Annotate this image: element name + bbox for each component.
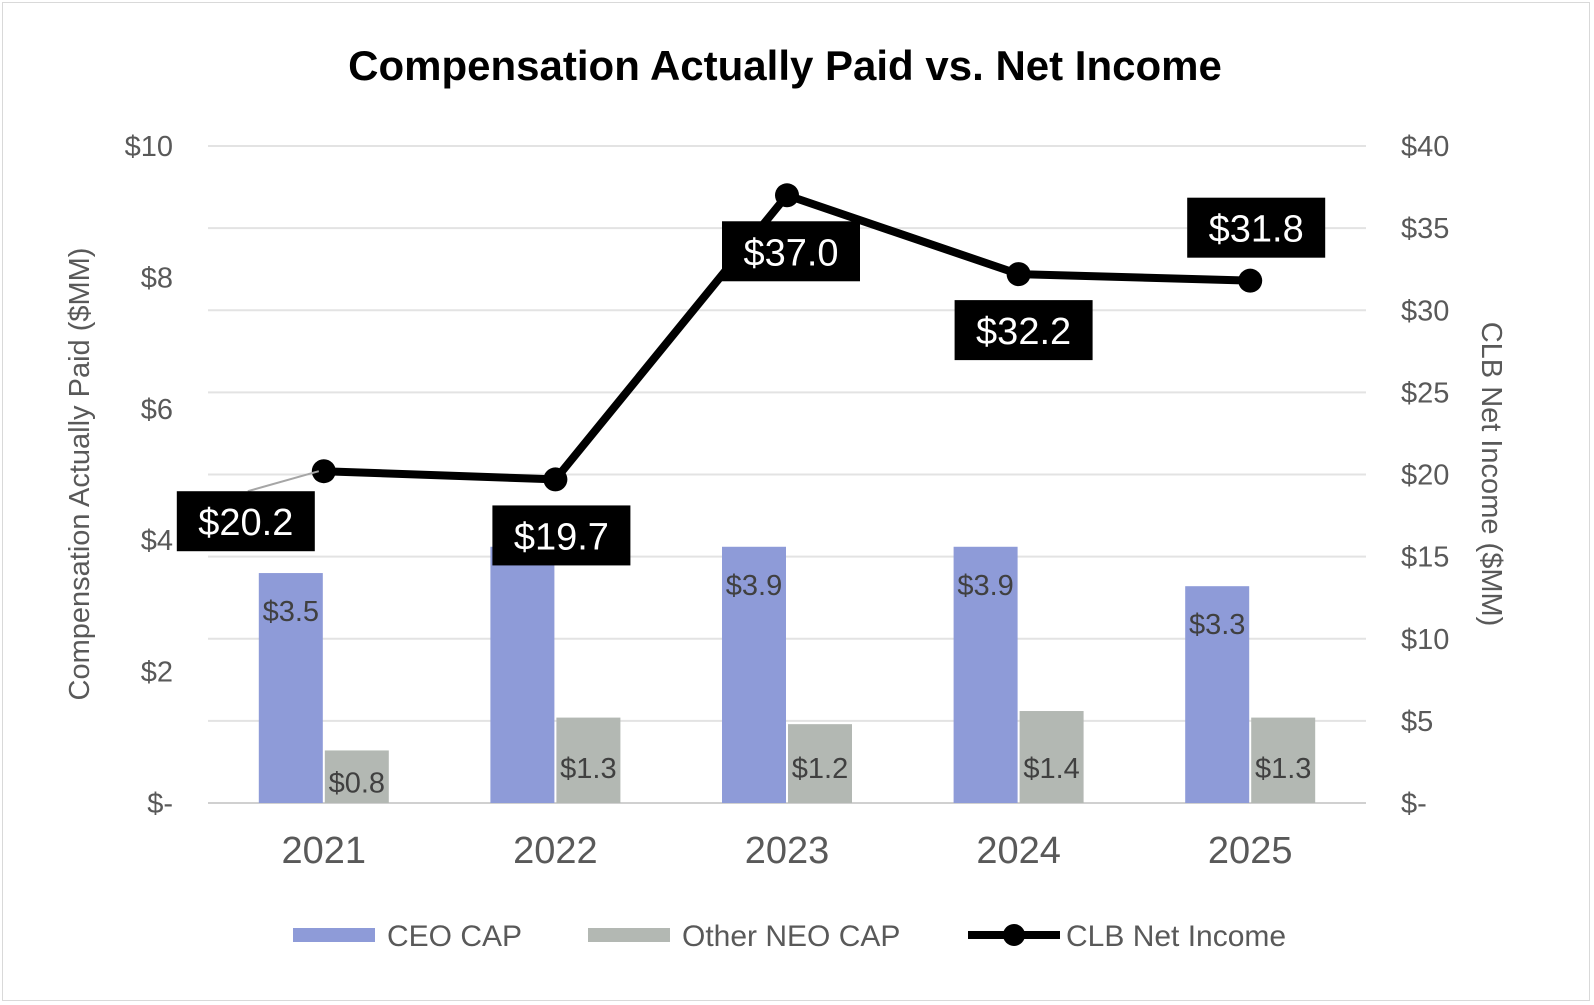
bar-data-label: $3.3 — [1189, 609, 1245, 641]
bar — [324, 750, 389, 803]
left-tick-label: $2 — [141, 657, 173, 689]
right-tick-label: $10 — [1401, 624, 1449, 656]
bar-data-label: $1.3 — [1255, 753, 1311, 785]
right-axis-ticks: $- $5 $10 $15 $20 $25 $30 $35 $40 — [1401, 131, 1449, 820]
line-data-label: $32.2 — [976, 311, 1071, 353]
left-tick-label: $8 — [141, 262, 173, 294]
left-axis-ticks: $- $2 $4 $6 $8 $10 — [125, 131, 173, 820]
bar — [258, 573, 323, 803]
right-tick-label: $20 — [1401, 460, 1449, 492]
legend-label: CLB Net Income — [1066, 920, 1286, 953]
chart-svg: Compensation Actually Paid vs. Net Incom… — [64, 42, 1507, 953]
legend: CEO CAP Other NEO CAP CLB Net Income — [293, 920, 1286, 953]
chart-title: Compensation Actually Paid vs. Net Incom… — [348, 42, 1222, 89]
line-data-label: $19.7 — [514, 516, 609, 558]
bars: $3.5 $3.9 $3.9 $3.3 $0.8 $1.3 $1.2 $1.4 $1.3 — [258, 546, 1316, 803]
left-tick-label: $6 — [141, 394, 173, 426]
bar-data-label: $3.5 — [263, 596, 319, 628]
line-point — [543, 467, 568, 492]
bar-data-label: $0.8 — [329, 767, 385, 799]
line-data-label: $31.8 — [1209, 209, 1304, 251]
right-tick-label: $- — [1401, 788, 1427, 820]
x-tick-label: 2024 — [976, 830, 1061, 872]
left-tick-label: $- — [147, 788, 173, 820]
line-data-label: $20.2 — [198, 502, 293, 544]
bar — [556, 717, 621, 803]
x-tick-label: 2022 — [513, 830, 598, 872]
line-point — [1006, 262, 1031, 287]
bar-data-label: $1.4 — [1023, 753, 1079, 785]
line-point — [311, 459, 336, 484]
right-tick-label: $40 — [1401, 131, 1449, 163]
line-label-box — [176, 491, 315, 552]
line-label-box — [954, 300, 1093, 361]
leader-line — [247, 470, 320, 493]
right-tick-label: $35 — [1401, 213, 1449, 245]
x-tick-label: 2025 — [1208, 830, 1293, 872]
bar — [788, 724, 852, 803]
line-point — [1238, 268, 1263, 293]
bar-data-label: $1.2 — [792, 753, 848, 785]
bar-data-label: $1.3 — [560, 753, 616, 785]
legend-marker — [1003, 924, 1025, 946]
legend-label: Other NEO CAP — [682, 920, 900, 953]
x-axis-ticks: 2021 2022 2023 2024 2025 — [282, 830, 1293, 872]
net-income-line: $20.2 $19.7 $37.0 $32.2 $31.8 — [176, 183, 1326, 566]
right-axis-label: CLB Net Income ($MM) — [1475, 322, 1507, 627]
bar — [1185, 586, 1250, 803]
bar — [490, 546, 555, 803]
bar-data-label: $3.9 — [957, 570, 1013, 602]
x-tick-label: 2023 — [745, 830, 830, 872]
right-tick-label: $25 — [1401, 377, 1449, 409]
legend-swatch — [588, 928, 670, 942]
bar — [1019, 711, 1084, 803]
left-tick-label: $10 — [125, 131, 173, 163]
x-tick-label: 2021 — [282, 830, 367, 872]
line-label-box — [722, 221, 860, 282]
bar — [722, 546, 786, 803]
legend-label: CEO CAP — [387, 920, 522, 953]
line-data-label: $37.0 — [743, 232, 838, 274]
right-tick-label: $30 — [1401, 295, 1449, 327]
line-label-box — [492, 505, 631, 566]
bar — [1251, 717, 1316, 803]
right-tick-label: $5 — [1401, 706, 1433, 738]
bar-data-label: $3.9 — [726, 570, 782, 602]
left-tick-label: $4 — [141, 525, 173, 557]
line-point — [775, 183, 799, 208]
bar — [953, 546, 1018, 803]
line-label-box — [1187, 197, 1326, 258]
legend-swatch — [293, 928, 375, 942]
right-tick-label: $15 — [1401, 542, 1449, 574]
left-axis-label: Compensation Actually Paid ($MM) — [64, 248, 96, 701]
